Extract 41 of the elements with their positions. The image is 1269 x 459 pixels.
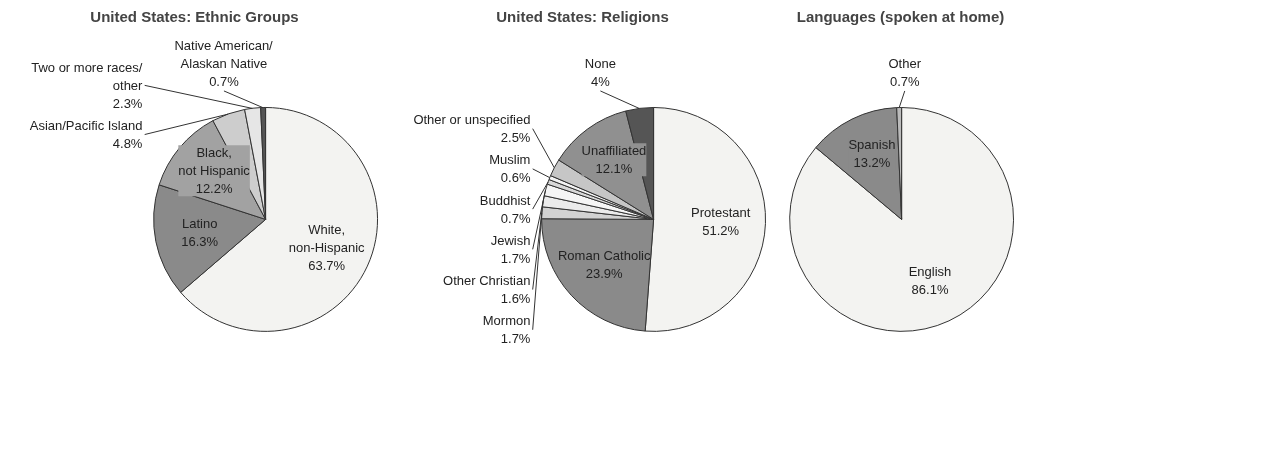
data-label: 4.8% xyxy=(112,136,143,152)
slice-label: Unaffiliated xyxy=(581,143,647,159)
slice-label: Black, not Hispanic xyxy=(178,145,251,179)
data-label: 12.1% xyxy=(595,161,633,177)
data-label: 1.7% xyxy=(500,250,531,266)
slice-label: White, non-Hispanic xyxy=(288,221,366,255)
slice-label: Buddhist xyxy=(479,192,531,208)
slice-label: Latino xyxy=(182,216,218,232)
data-label: 0.6% xyxy=(500,170,531,186)
data-label: 1.6% xyxy=(500,291,531,307)
slice-label: Other xyxy=(888,55,922,71)
slice-label: Two or more races/other xyxy=(31,59,144,93)
data-label: 51.2% xyxy=(702,223,740,239)
slice-label: Other Christian xyxy=(443,273,531,289)
slice-label: Native American/Alaskan Native xyxy=(174,37,274,71)
slice-label: None xyxy=(584,55,616,71)
data-label: 0.7% xyxy=(209,73,240,89)
data-label: 23.9% xyxy=(585,266,624,282)
slice-label: English xyxy=(908,263,952,279)
slice-label: Mormon xyxy=(482,313,531,329)
chart-title: United States: Ethnic Groups xyxy=(90,7,299,25)
data-label: 1.7% xyxy=(500,331,531,347)
slice-label: Jewish xyxy=(490,232,531,248)
data-label: 63.7% xyxy=(308,257,346,273)
data-label: 12.2% xyxy=(195,181,233,197)
slice-label: Asian/Pacific Island xyxy=(29,118,143,134)
chart-title: Languages (spoken at home) xyxy=(796,7,1005,25)
data-label: 4% xyxy=(590,73,611,89)
data-label: 2.3% xyxy=(112,95,143,111)
data-label: 2.5% xyxy=(500,130,531,146)
slice-label: Other or unspecified xyxy=(413,112,531,128)
slice-label: Spanish xyxy=(848,137,896,153)
data-label: 0.7% xyxy=(500,210,531,226)
slice-label: Muslim xyxy=(489,152,531,168)
slice-label: Roman Catholic xyxy=(557,248,651,264)
data-label: 86.1% xyxy=(911,281,949,297)
slice-label: Protestant xyxy=(691,205,751,221)
data-label: 16.3% xyxy=(181,234,219,250)
data-label: 13.2% xyxy=(853,155,891,171)
data-label: 0.7% xyxy=(889,73,921,89)
chart-title: United States: Religions xyxy=(496,7,669,25)
